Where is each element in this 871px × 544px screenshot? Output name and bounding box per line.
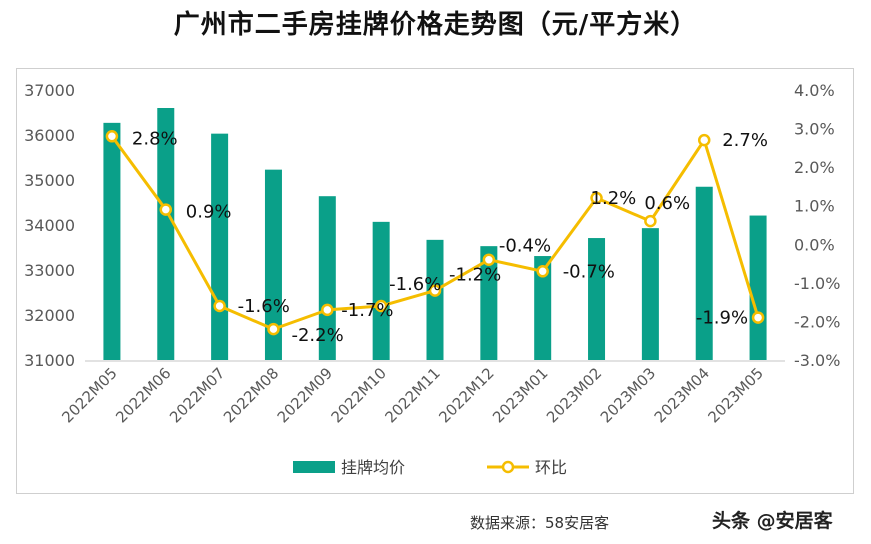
left-axis-tick: 36000 — [24, 126, 75, 145]
right-axis-tick: -2.0% — [794, 312, 840, 331]
right-axis-tick: 4.0% — [794, 81, 835, 100]
data-label: -0.7% — [563, 261, 615, 282]
watermark: 头条 @安居客 — [712, 510, 833, 532]
data-label: 2.8% — [132, 128, 178, 149]
line-point — [267, 322, 280, 336]
bar — [695, 186, 713, 360]
x-axis-tick: 2022M05 — [58, 364, 120, 426]
x-axis-tick: 2022M09 — [274, 364, 336, 426]
x-axis-tick: 2022M12 — [435, 364, 497, 426]
line-point — [590, 191, 603, 205]
left-axis-tick: 37000 — [24, 81, 75, 100]
legend-line-marker — [501, 460, 515, 474]
chart-frame — [16, 68, 854, 494]
x-axis-tick: 2022M08 — [220, 364, 282, 426]
x-axis-tick: 2023M05 — [705, 364, 767, 426]
left-axis-tick: 33000 — [24, 261, 75, 280]
data-label: -1.7% — [341, 300, 393, 321]
data-label: 0.9% — [186, 202, 232, 223]
right-axis-tick: 1.0% — [794, 197, 835, 216]
right-axis-tick: 0.0% — [794, 235, 835, 254]
legend-bar-label: 挂牌均价 — [341, 458, 405, 477]
line-point — [159, 203, 173, 216]
bar — [157, 108, 175, 360]
data-label: -1.9% — [696, 308, 748, 329]
line-point — [644, 214, 657, 228]
right-axis-tick: -1.0% — [794, 274, 840, 293]
data-label: 1.2% — [591, 188, 637, 209]
bar — [749, 215, 767, 360]
data-label: -1.6% — [238, 296, 290, 317]
x-axis-tick: 2022M11 — [381, 364, 443, 426]
x-axis-tick: 2023M04 — [651, 364, 713, 426]
bar — [480, 246, 498, 360]
bar — [318, 196, 336, 360]
bar — [534, 256, 552, 360]
bar — [641, 228, 659, 360]
data-label: -1.6% — [389, 274, 441, 295]
data-label: -2.2% — [291, 325, 343, 346]
left-axis-tick: 34000 — [24, 216, 75, 235]
bar — [103, 122, 121, 360]
source-note: 数据来源：58安居客 — [470, 514, 610, 532]
chart-title: 广州市二手房挂牌价格走势图（元/平方米） — [173, 10, 698, 40]
x-axis-tick: 2023M01 — [489, 364, 551, 426]
legend-bar-swatch — [293, 461, 335, 473]
x-axis-tick: 2022M10 — [328, 364, 390, 426]
line-point — [321, 303, 334, 317]
line-point — [374, 299, 388, 313]
line-point — [751, 311, 765, 324]
bar — [211, 133, 229, 360]
left-axis-tick: 35000 — [24, 171, 75, 190]
line-point — [697, 133, 711, 147]
bar — [372, 221, 390, 360]
left-axis-tick: 32000 — [24, 306, 75, 325]
x-axis-tick: 2023M03 — [597, 364, 659, 426]
line-point — [213, 299, 226, 313]
right-axis-tick: 3.0% — [794, 120, 835, 139]
legend-line-label: 环比 — [535, 458, 567, 477]
left-axis-tick: 31000 — [24, 351, 75, 370]
data-label: -0.4% — [499, 236, 551, 257]
line-point — [536, 265, 549, 278]
right-axis-tick: 2.0% — [794, 158, 835, 177]
bar — [588, 238, 606, 360]
line-point — [482, 253, 496, 266]
bar — [426, 239, 444, 360]
data-label: 2.7% — [722, 130, 768, 151]
x-axis-tick: 2022M06 — [112, 364, 174, 426]
line-point — [105, 130, 119, 143]
x-axis-tick: 2023M02 — [543, 364, 605, 426]
right-axis-tick: -3.0% — [794, 351, 840, 370]
data-label: -1.2% — [449, 265, 501, 286]
data-label: 0.6% — [644, 193, 690, 214]
x-axis-tick: 2022M07 — [166, 364, 228, 426]
bar — [264, 169, 282, 360]
line-point — [428, 284, 442, 297]
